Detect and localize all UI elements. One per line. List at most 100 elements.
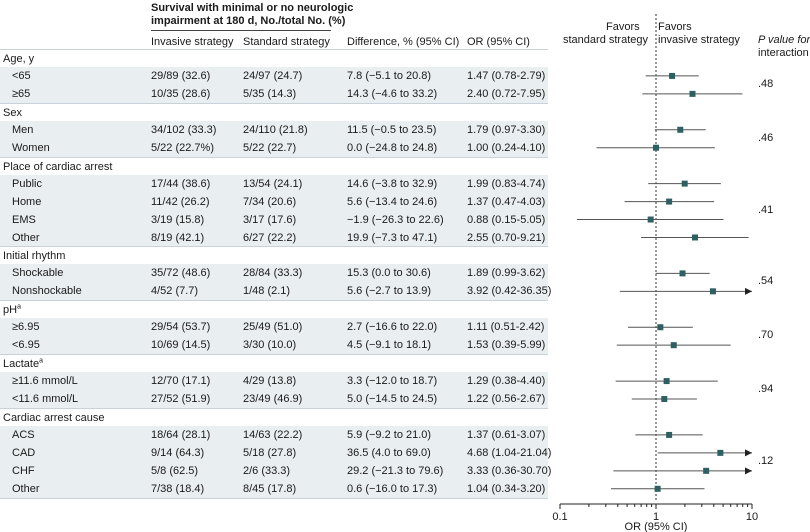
favors-invasive-line2: invasive strategy xyxy=(658,34,740,46)
difference-value: 5.0 (−14.5 to 24.5) xyxy=(347,393,438,406)
row-label: Home xyxy=(12,195,42,208)
or-value: 2.55 (0.70-9.21) xyxy=(467,231,546,244)
point-estimate-marker xyxy=(657,324,664,331)
or-value: 1.79 (0.97-3.30) xyxy=(467,123,546,136)
standard-value: 7/34 (20.6) xyxy=(243,195,297,208)
group-row: Lactatea xyxy=(0,354,548,373)
invasive-value: 29/54 (53.7) xyxy=(151,321,211,334)
point-estimate-marker xyxy=(653,144,659,151)
table-row: <6.95 10/69 (14.5) 3/30 (10.0) 4.5 (−9.1 to… xyxy=(0,336,548,355)
group-row: Place of cardiac arrest xyxy=(0,156,548,176)
row-label: ≥11.6 mmol/L xyxy=(12,375,78,388)
or-value: 1.53 (0.39-5.99) xyxy=(467,339,546,352)
table-row: EMS 3/19 (15.8) 3/17 (17.6) −1.9 (−26.3 to … xyxy=(0,210,548,229)
invasive-value: 35/72 (48.6) xyxy=(151,267,211,280)
invasive-value: 5/8 (62.5) xyxy=(151,464,199,477)
group-row: Initial rhythm xyxy=(0,246,548,265)
standard-value: 5/22 (22.7) xyxy=(243,141,297,154)
difference-value: 0.0 (−24.8 to 24.8) xyxy=(347,141,438,154)
or-value: 1.37 (0.47-4.03) xyxy=(467,195,546,208)
x-tick-label: 1 xyxy=(653,511,659,523)
invasive-value: 12/70 (17.1) xyxy=(151,375,211,388)
or-value: 3.92 (0.42-36.35) xyxy=(467,285,552,298)
row-label: <6.95 xyxy=(12,339,40,352)
favors-standard-line2: standard strategy xyxy=(563,34,648,46)
difference-value: 36.5 (4.0 to 69.0) xyxy=(347,446,431,459)
invasive-value: 17/44 (38.6) xyxy=(151,177,211,190)
col-standard-header: Standard strategy xyxy=(243,36,330,48)
or-value: 1.29 (0.38-4.40) xyxy=(467,375,546,388)
point-estimate-marker xyxy=(717,449,724,456)
col-difference-header: Difference, % (95% CI) xyxy=(347,36,460,48)
or-value: 1.00 (0.24-4.10) xyxy=(467,141,546,154)
row-label: <65 xyxy=(12,69,31,82)
group-label-text: pH xyxy=(3,304,18,317)
invasive-value: 9/14 (64.3) xyxy=(151,446,205,459)
or-value: 2.40 (0.72-7.95) xyxy=(467,87,546,100)
table-row: Nonshockable 4/52 (7.7) 1/48 (2.1) 5.6 (−2.… xyxy=(0,282,552,301)
invasive-value: 4/52 (7.7) xyxy=(151,285,199,298)
standard-value: 5/18 (27.8) xyxy=(243,446,297,459)
group-label: Cardiac arrest cause xyxy=(3,409,105,427)
point-estimate-marker xyxy=(654,485,661,492)
group-label: Age, y xyxy=(3,50,34,68)
or-value: 1.47 (0.78-2.79) xyxy=(467,69,546,82)
point-estimate-marker xyxy=(677,126,684,133)
x-tick-label: 10 xyxy=(746,511,758,523)
group-label-text: Sex xyxy=(3,106,22,119)
point-estimate-marker xyxy=(681,180,688,187)
difference-value: 5.6 (−2.7 to 13.9) xyxy=(347,285,432,298)
table-row: CAD 9/14 (64.3) 5/18 (27.8) 36.5 (4.0 to 69… xyxy=(0,443,551,462)
row-label: <11.6 mmol/L xyxy=(12,393,79,406)
table-row: <11.6 mmol/L 27/52 (51.9) 23/49 (46.9) 5.0 … xyxy=(0,390,548,409)
ci-overflow-arrow xyxy=(745,449,752,457)
group-label-text: Age, y xyxy=(3,53,35,65)
point-estimate-marker xyxy=(689,90,696,97)
or-value: 3.33 (0.36-30.70) xyxy=(467,464,552,477)
group-label: Place of cardiac arrest xyxy=(3,158,112,176)
group-row: Age, y xyxy=(0,49,548,68)
table-row: ≥11.6 mmol/L 12/70 (17.1) 4/29 (13.8) 3.3 (… xyxy=(0,372,548,391)
row-label: CHF xyxy=(12,464,35,477)
row-label: Other xyxy=(12,482,40,495)
row-label: Public xyxy=(12,177,42,190)
invasive-value: 7/38 (18.4) xyxy=(151,482,205,495)
group-label-text: Place of cardiac arrest xyxy=(3,160,113,173)
table-row: ≥65 10/35 (28.6) 5/35 (14.3) 14.3 (−4.6 to … xyxy=(0,84,548,103)
standard-value: 5/35 (14.3) xyxy=(243,87,297,100)
invasive-value: 18/64 (28.1) xyxy=(151,428,211,441)
footnote-marker: a xyxy=(17,303,21,311)
point-estimate-marker xyxy=(661,396,668,403)
invasive-value: 11/42 (26.2) xyxy=(151,195,210,208)
row-label: Nonshockable xyxy=(12,285,82,298)
standard-value: 28/84 (33.3) xyxy=(243,267,303,280)
interaction-p-value: .94 xyxy=(758,383,774,396)
point-estimate-marker xyxy=(679,270,686,277)
invasive-value: 27/52 (51.9) xyxy=(151,393,211,406)
x-axis-label: OR (95% CI) xyxy=(625,521,688,532)
difference-value: 0.6 (−16.0 to 17.3) xyxy=(347,482,438,495)
group-label-text: Initial rhythm xyxy=(3,250,66,263)
interaction-p-value: .70 xyxy=(758,329,774,342)
standard-value: 4/29 (13.8) xyxy=(243,375,297,388)
table-row: Other 8/19 (42.1) 6/27 (22.2) 19.9 (−7.3 to… xyxy=(0,228,548,247)
standard-value: 8/45 (17.8) xyxy=(243,482,297,495)
or-value: 0.88 (0.15-5.05) xyxy=(467,213,546,226)
difference-value: 29.2 (−21.3 to 79.6) xyxy=(347,464,444,477)
group-row: pHa xyxy=(0,300,548,319)
difference-value: 4.5 (−9.1 to 18.1) xyxy=(347,339,432,352)
table-row: CHF 5/8 (62.5) 2/6 (33.3) 29.2 (−21.3 to 79… xyxy=(0,461,552,480)
standard-value: 1/48 (2.1) xyxy=(243,285,291,298)
row-label: Other xyxy=(12,231,40,244)
difference-value: 7.8 (−5.1 to 20.8) xyxy=(347,69,432,82)
footnote-marker: a xyxy=(39,357,43,365)
group-label: pHa xyxy=(3,301,21,319)
standard-value: 24/110 (21.8) xyxy=(243,123,308,136)
row-label: ACS xyxy=(12,428,35,441)
group-label-text: Lactate xyxy=(3,358,40,371)
ci-overflow-arrow xyxy=(745,287,752,295)
table-row: Shockable 35/72 (48.6) 28/84 (33.3) 15.3 (0… xyxy=(0,264,548,283)
standard-value: 2/6 (33.3) xyxy=(243,464,291,477)
table-row: ACS 18/64 (28.1) 14/63 (22.2) 5.9 (−9.2 to … xyxy=(0,425,548,444)
survival-header-line2: impairment at 180 d, No./total No. (%) xyxy=(151,15,346,27)
